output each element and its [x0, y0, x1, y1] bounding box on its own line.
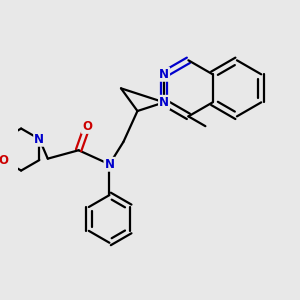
- Text: N: N: [104, 158, 114, 171]
- Text: O: O: [82, 120, 92, 133]
- Text: N: N: [159, 96, 169, 109]
- Text: N: N: [34, 133, 44, 146]
- Text: O: O: [0, 154, 8, 166]
- Text: N: N: [159, 68, 169, 81]
- Text: N: N: [159, 96, 169, 109]
- Text: N: N: [34, 133, 44, 146]
